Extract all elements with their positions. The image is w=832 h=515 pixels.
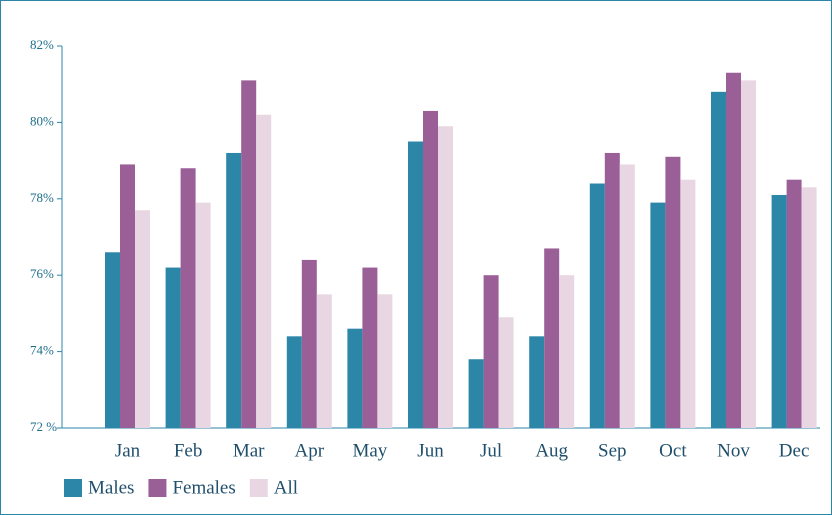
bar [604,152,620,428]
bar [468,359,484,428]
bar [559,275,575,428]
bar [256,114,272,428]
bar [286,336,302,428]
x-tick-label: Aug [535,440,568,461]
y-tick-label: 82% [30,37,54,52]
bar [498,317,514,428]
bar [120,164,135,429]
bar [711,91,726,428]
y-tick-label: 80% [30,113,54,128]
x-tick-label: Jun [417,440,444,461]
bar [665,156,681,428]
y-tick-label: 72 % [30,419,57,434]
bar [241,80,257,428]
y-tick-label: 74% [30,343,54,358]
x-tick-label: Dec [779,440,810,461]
bar [165,267,181,428]
x-tick-label: Jul [480,440,502,461]
bar [377,294,393,428]
x-tick-label: Jan [115,440,141,461]
x-tick-label: Feb [174,440,203,461]
bar [362,267,378,428]
bar [316,294,332,428]
x-tick-label: Nov [717,440,750,461]
legend-label: Males [88,477,134,498]
legend-label: All [274,477,298,498]
bar [347,328,363,428]
x-tick-label: Apr [295,440,325,461]
x-tick-label: May [352,440,387,461]
bar [226,152,242,428]
bar [544,248,560,428]
bar [786,179,802,428]
bar [619,164,635,429]
bar [771,194,787,428]
legend-swatch [249,479,268,497]
bar [650,202,666,428]
bar [741,80,756,428]
bar [408,141,423,428]
bar [680,179,696,428]
x-tick-label: Oct [659,440,687,461]
legend-swatch [148,479,167,497]
bar [726,72,741,429]
bar [423,110,438,428]
bar [529,336,545,428]
x-tick-label: Sep [598,440,627,461]
x-tick-label: Mar [233,440,265,461]
bar [135,210,150,428]
legend-swatch [64,479,82,497]
bar [195,202,211,428]
bar [105,252,120,428]
bar [801,187,817,428]
bar [180,168,196,429]
bar [483,275,499,428]
legend-label: Females [172,477,235,498]
y-tick-label: 76% [30,266,54,281]
bar [438,126,453,428]
bar [301,259,317,428]
y-tick-label: 78% [30,190,54,205]
bar [589,183,605,428]
